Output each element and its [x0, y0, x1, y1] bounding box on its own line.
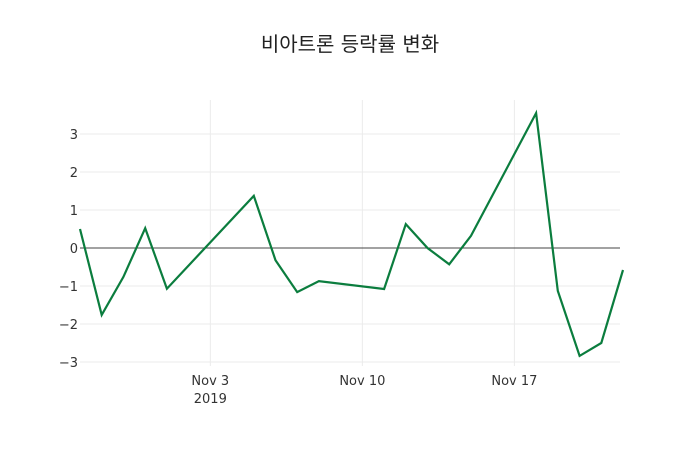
y-tick-label: 0: [70, 242, 78, 257]
y-tick-label: 2: [70, 166, 78, 181]
y-tick-label: −2: [59, 318, 78, 333]
x-tick-year-label: 2019: [194, 392, 227, 407]
y-axis: 3 2 1 0 −1 −2 −3: [59, 128, 78, 371]
x-tick-label: Nov 10: [339, 374, 385, 389]
y-tick-label: 3: [70, 128, 78, 143]
x-tick-label: Nov 3: [191, 374, 229, 389]
y-tick-label: −1: [59, 280, 78, 295]
y-tick-label: 1: [70, 204, 78, 219]
chart-title: 비아트론 등락률 변화: [260, 32, 440, 56]
x-axis: Nov 3 2019 Nov 10 Nov 17: [191, 374, 537, 407]
y-tick-label: −3: [59, 356, 78, 371]
x-tick-label: Nov 17: [491, 374, 537, 389]
series-line: [78, 109, 625, 358]
